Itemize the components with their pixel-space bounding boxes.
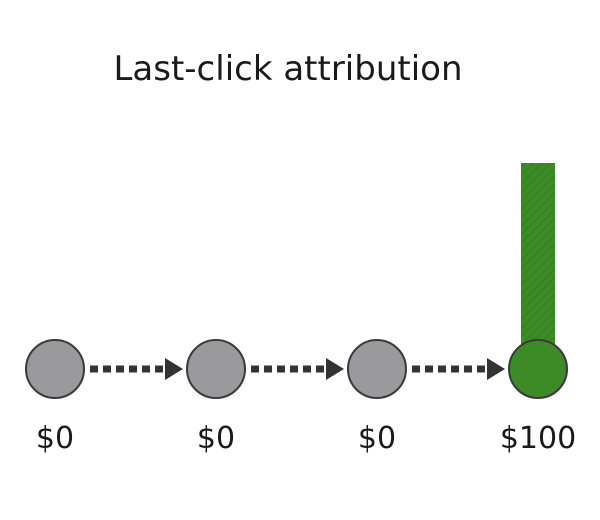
touchpoint-node [347, 339, 407, 399]
value-label: $0 [36, 421, 74, 456]
nodes-group [25, 339, 568, 399]
value-bar [521, 163, 555, 369]
touchpoint-node [25, 339, 85, 399]
arrows-group [90, 358, 505, 380]
value-label: $0 [358, 421, 396, 456]
value-label: $0 [197, 421, 235, 456]
arrow-head [326, 358, 344, 380]
conversion-node [508, 339, 568, 399]
labels-group: $0 $0 $0 $100 [36, 421, 576, 456]
flow-arrow [90, 358, 183, 380]
arrow-head [165, 358, 183, 380]
arrow-head [487, 358, 505, 380]
touchpoint-node [186, 339, 246, 399]
flow-arrow [412, 358, 505, 380]
bars-group [521, 163, 555, 369]
flow-arrow [251, 358, 344, 380]
value-label: $100 [500, 421, 576, 456]
diagram-title: Last-click attribution [113, 49, 462, 89]
